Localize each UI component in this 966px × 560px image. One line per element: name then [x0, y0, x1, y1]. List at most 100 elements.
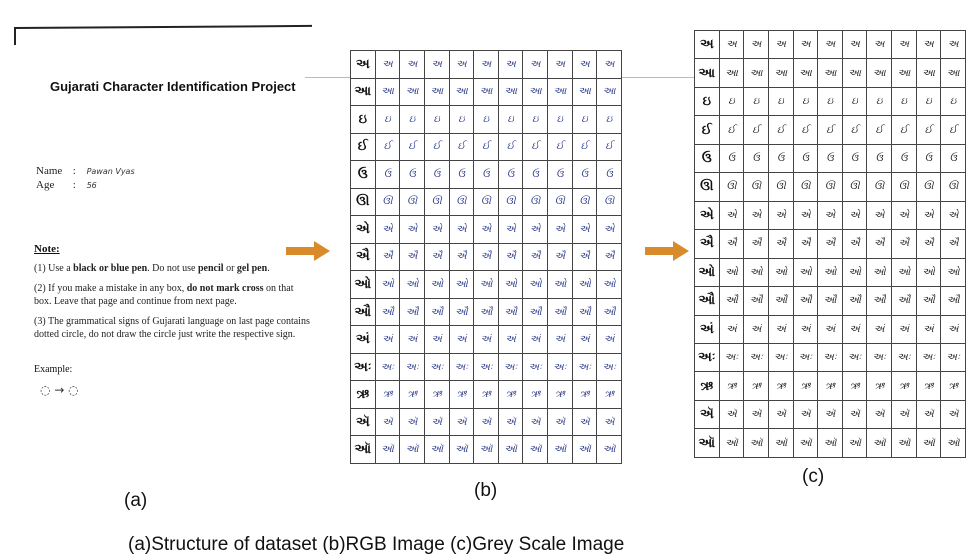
row-label: ઊ: [694, 172, 720, 202]
caption-a: (a): [124, 490, 148, 511]
handwritten-cell: ઓ: [743, 257, 769, 288]
handwritten-cell: આ: [497, 77, 524, 107]
handwritten-cell: ઊ: [792, 172, 819, 202]
handwritten-cell: ઋ: [940, 371, 966, 401]
handwritten-cell: ઈ: [423, 132, 450, 162]
handwritten-cell: અઃ: [743, 342, 769, 373]
handwritten-cell: આ: [473, 77, 499, 107]
row-label: અઃ: [350, 352, 376, 382]
handwritten-cell: અ: [743, 29, 769, 60]
handwritten-cell: ઍ: [522, 407, 548, 437]
handwritten-cell: ઑ: [743, 428, 769, 458]
handwritten-cell: ઔ: [841, 286, 868, 316]
handwritten-cell: આ: [718, 58, 745, 88]
handwritten-cell: અઃ: [497, 352, 524, 382]
handwritten-cell: ઈ: [374, 132, 401, 162]
handwritten-cell: ઇ: [571, 105, 598, 134]
handwritten-cell: ઈ: [767, 115, 794, 145]
handwritten-cell: ઉ: [571, 160, 598, 189]
handwritten-cell: એ: [767, 200, 794, 231]
handwritten-cell: ઑ: [792, 428, 819, 458]
handwritten-cell: ઍ: [891, 399, 917, 430]
handwritten-cell: અં: [915, 314, 942, 344]
note-2: (2) If you make a mistake in any box, do…: [34, 282, 312, 308]
handwritten-cell: આ: [866, 58, 892, 88]
handwritten-cell: અ: [473, 50, 499, 79]
handwritten-cell: ઍ: [841, 399, 868, 430]
handwritten-cell: ઐ: [571, 242, 598, 272]
handwritten-cell: ઍ: [792, 399, 819, 430]
handwritten-cell: ઍ: [718, 399, 745, 430]
name-field: Name : Pawan Vyas: [36, 165, 135, 177]
row-label: ઍ: [694, 399, 720, 430]
handwritten-cell: ઇ: [940, 86, 966, 117]
row-label: ઐ: [350, 242, 376, 272]
handwritten-cell: અં: [718, 314, 745, 344]
handwritten-cell: ઔ: [399, 297, 425, 327]
handwritten-cell: અ: [423, 50, 450, 79]
handwritten-cell: અં: [399, 325, 425, 354]
handwritten-cell: ઈ: [596, 132, 622, 162]
handwritten-cell: ઑ: [571, 435, 598, 464]
note-1-bold: black or blue pen: [73, 263, 148, 274]
handwritten-cell: ઊ: [547, 187, 573, 217]
row-label: અં: [694, 314, 720, 344]
handwritten-cell: ઓ: [891, 257, 917, 288]
handwritten-cell: અઃ: [817, 342, 843, 373]
handwritten-cell: આ: [448, 77, 475, 107]
figure-caption: (a)Structure of dataset (b)RGB Image (c)…: [128, 534, 625, 555]
age-label: Age: [36, 179, 55, 191]
handwritten-cell: ઔ: [866, 286, 892, 316]
handwritten-cell: ઉ: [915, 143, 942, 174]
handwritten-cell: અ: [940, 29, 966, 60]
handwritten-cell: ઈ: [817, 115, 843, 145]
handwritten-cell: ઐ: [547, 242, 573, 272]
handwritten-cell: ઇ: [448, 105, 475, 134]
handwritten-cell: ઓ: [522, 270, 548, 299]
handwritten-cell: ઈ: [571, 132, 598, 162]
handwritten-cell: અઃ: [374, 352, 401, 382]
form-sheet: Gujarati Character Identification Projec…: [12, 24, 313, 467]
handwritten-cell: ઊ: [866, 172, 892, 202]
handwritten-cell: અ: [817, 29, 843, 60]
handwritten-cell: ઐ: [841, 229, 868, 259]
example-label: Example:: [34, 364, 73, 375]
handwritten-cell: ઉ: [448, 160, 475, 189]
handwritten-cell: અ: [571, 50, 598, 79]
handwritten-cell: ઊ: [817, 172, 843, 202]
handwritten-cell: આ: [792, 58, 819, 88]
handwritten-cell: ઍ: [448, 407, 475, 437]
handwritten-cell: ઍ: [596, 407, 622, 437]
handwritten-cell: આ: [374, 77, 401, 107]
handwritten-cell: ઋ: [399, 380, 425, 409]
handwritten-cell: ઔ: [596, 297, 622, 327]
row-label: ઔ: [350, 297, 376, 327]
handwritten-cell: ઉ: [547, 160, 573, 189]
handwritten-cell: ઇ: [497, 105, 524, 134]
handwritten-cell: ઈ: [522, 132, 548, 162]
handwritten-cell: ઉ: [743, 143, 769, 174]
handwritten-cell: ઋ: [841, 371, 868, 401]
handwritten-cell: ઊ: [915, 172, 942, 202]
handwritten-cell: ઇ: [547, 105, 573, 134]
handwritten-cell: અં: [841, 314, 868, 344]
handwritten-cell: ઓ: [841, 257, 868, 288]
handwritten-cell: ઋ: [767, 371, 794, 401]
handwritten-cell: ઊ: [448, 187, 475, 217]
handwritten-cell: ઉ: [841, 143, 868, 174]
handwritten-cell: અ: [497, 50, 524, 79]
handwritten-cell: અં: [940, 314, 966, 344]
handwritten-cell: ઊ: [767, 172, 794, 202]
handwritten-cell: આ: [891, 58, 917, 88]
handwritten-cell: અં: [767, 314, 794, 344]
handwritten-cell: એ: [743, 200, 769, 231]
handwritten-cell: ઔ: [423, 297, 450, 327]
row-label: ઋ: [694, 371, 720, 401]
handwritten-cell: એ: [571, 215, 598, 244]
handwritten-cell: ઓ: [915, 257, 942, 288]
